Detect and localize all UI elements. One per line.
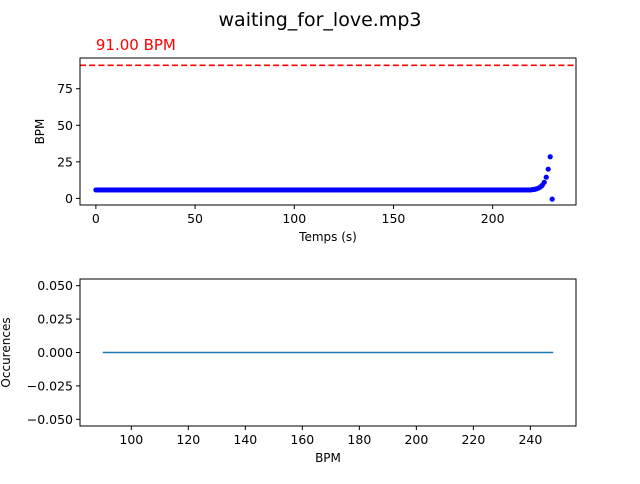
data-point <box>549 196 555 202</box>
data-point <box>545 166 551 172</box>
top-plot-x-axis-label: Temps (s) <box>298 230 357 244</box>
y-tick-label: 50 <box>57 118 73 133</box>
y-tick-label: 0.050 <box>37 278 73 293</box>
bottom-plot-y-axis-label: Occurences <box>0 317 13 387</box>
top-plot-ticks: 0 50 100 150 200 0 25 50 75 <box>57 81 505 226</box>
data-point <box>547 154 553 160</box>
x-tick-label: 0 <box>92 211 100 226</box>
x-tick-label: 150 <box>382 211 406 226</box>
x-tick-label: 140 <box>233 432 257 447</box>
bottom-plot-frame <box>79 278 577 427</box>
x-tick-label: 180 <box>347 432 371 447</box>
bottom-plot: 100 120 140 160 180 200 220 240 −0.050 −0.025 0.00… <box>0 278 577 465</box>
y-tick-label: −0.050 <box>27 412 73 427</box>
x-tick-label: 160 <box>290 432 314 447</box>
x-tick-label: 120 <box>176 432 200 447</box>
data-point <box>543 174 549 180</box>
y-tick-label: −0.025 <box>27 378 73 393</box>
y-tick-label: 75 <box>57 81 73 96</box>
y-tick-label: 0.000 <box>37 345 73 360</box>
x-tick-label: 50 <box>187 211 203 226</box>
data-point <box>541 179 547 185</box>
bottom-plot-ticks: 100 120 140 160 180 200 220 240 −0.050 −0.025 0.00… <box>27 278 543 447</box>
x-tick-label: 100 <box>282 211 306 226</box>
y-tick-label: 0.025 <box>37 312 73 327</box>
top-plot-frame <box>79 57 577 206</box>
reference-line-label: 91.00 BPM <box>96 36 176 54</box>
x-tick-label: 220 <box>461 432 485 447</box>
top-plot-y-axis-label: BPM <box>33 119 47 145</box>
x-tick-label: 240 <box>518 432 542 447</box>
x-tick-label: 200 <box>404 432 428 447</box>
bottom-plot-x-axis-label: BPM <box>315 451 341 465</box>
figure-title: waiting_for_love.mp3 <box>219 9 422 31</box>
x-tick-label: 200 <box>481 211 505 226</box>
top-plot-points <box>93 154 555 202</box>
y-tick-label: 25 <box>57 154 73 169</box>
y-tick-label: 0 <box>65 191 73 206</box>
x-tick-label: 100 <box>119 432 143 447</box>
